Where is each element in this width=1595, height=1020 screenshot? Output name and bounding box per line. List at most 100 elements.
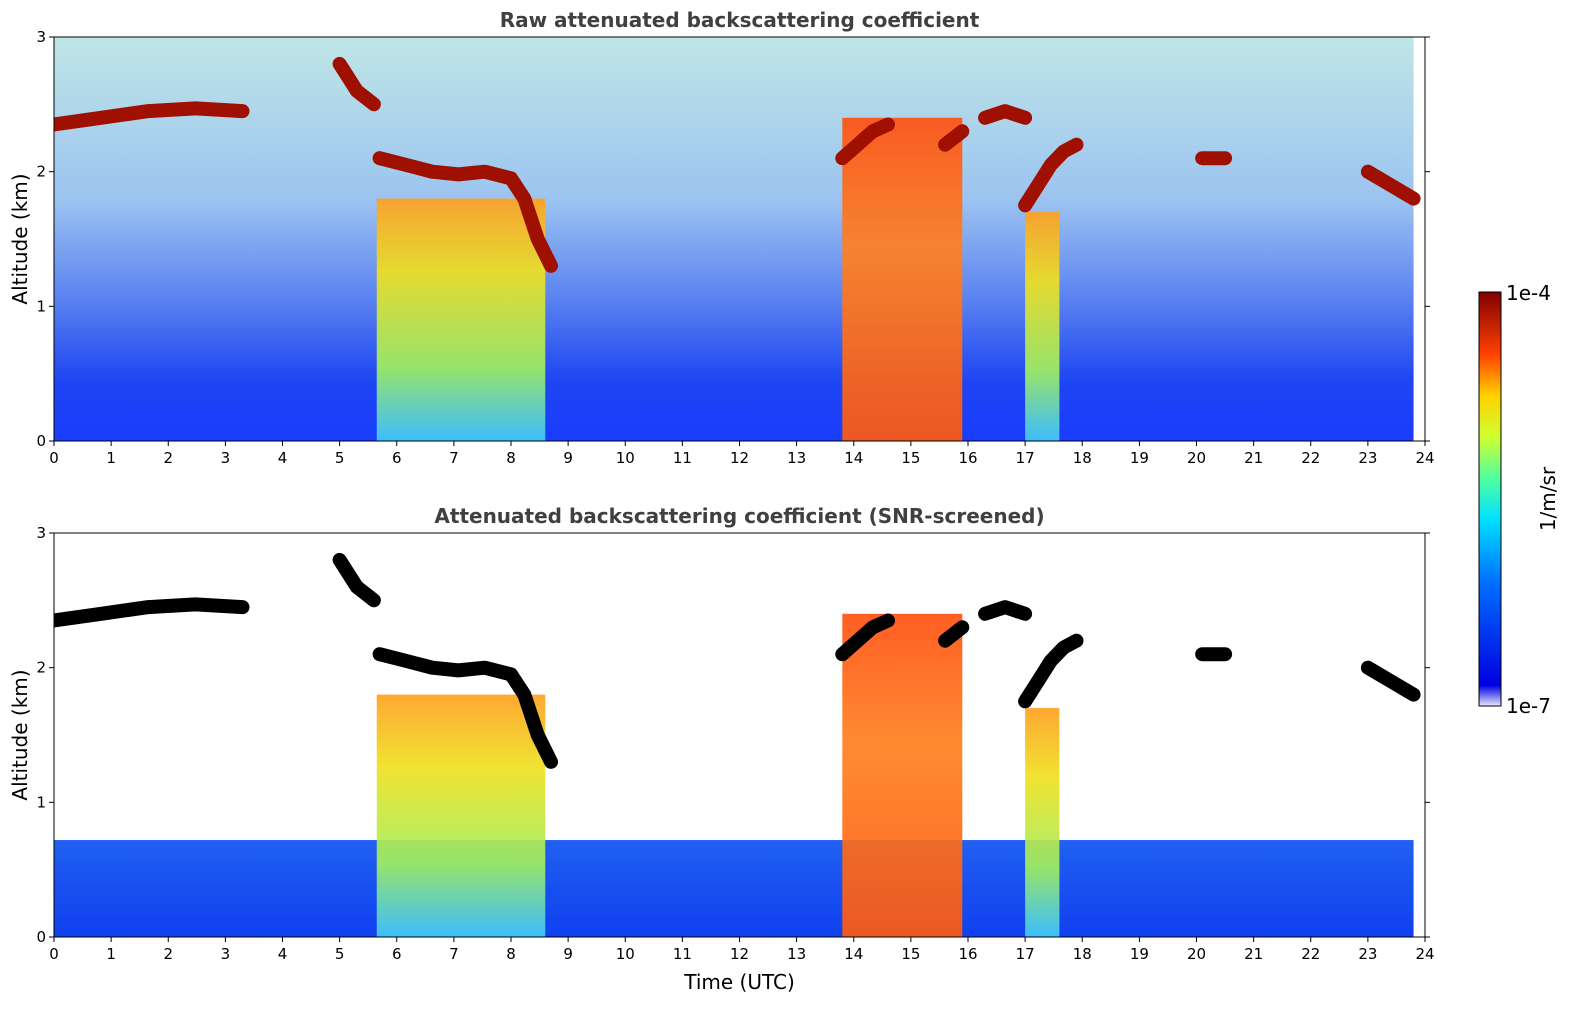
y-tick-label: 3	[36, 28, 46, 46]
x-tick-label: 20	[1187, 945, 1206, 963]
no-data-strip	[1413, 37, 1425, 441]
cloud-layer	[835, 613, 895, 662]
x-tick-label: 23	[1358, 449, 1377, 467]
x-tick-label: 13	[787, 449, 806, 467]
x-tick-label: 3	[221, 449, 231, 467]
y-tick-label: 0	[36, 928, 46, 946]
y-tick-label: 2	[36, 163, 46, 181]
cloud-layer	[504, 171, 558, 273]
x-tick-label: 20	[1187, 449, 1206, 467]
y-tick-label: 0	[36, 432, 46, 450]
x-tick-label: 15	[901, 945, 920, 963]
x-tick-label: 3	[221, 945, 231, 963]
x-tick-label: 1	[106, 945, 116, 963]
colorbar-max-label: 1e-4	[1506, 281, 1551, 305]
x-tick-label: 5	[335, 945, 345, 963]
plot-area	[54, 533, 1425, 937]
x-tick-label: 4	[278, 449, 288, 467]
x-tick-label: 24	[1415, 945, 1434, 963]
colorbar-min-label: 1e-7	[1506, 694, 1551, 718]
x-tick-label: 7	[449, 449, 459, 467]
cloud-layer	[372, 647, 518, 682]
x-tick-label: 14	[844, 945, 863, 963]
cloud-layer	[332, 56, 381, 112]
x-tick-label: 22	[1301, 449, 1320, 467]
y-tick-label: 1	[36, 793, 46, 811]
plot-area	[54, 37, 1425, 441]
cloud-layer	[332, 552, 381, 608]
background-noise	[54, 37, 1425, 441]
x-tick-label: 11	[673, 945, 692, 963]
x-tick-label: 21	[1244, 449, 1263, 467]
boundary-layer	[54, 840, 1425, 937]
x-tick-label: 6	[392, 449, 402, 467]
x-tick-label: 7	[449, 945, 459, 963]
precipitation-band	[842, 613, 963, 937]
x-tick-label: 22	[1301, 945, 1320, 963]
cloud-layer	[978, 104, 1033, 125]
x-tick-label: 19	[1130, 945, 1149, 963]
cloud-layer	[978, 600, 1033, 621]
cloud-layer	[835, 117, 895, 166]
x-tick-label: 5	[335, 449, 345, 467]
x-tick-label: 15	[901, 449, 920, 467]
x-tick-label: 12	[730, 945, 749, 963]
raw-panel: Raw attenuated backscattering coefficien…	[8, 8, 1435, 467]
cloud-layer	[1018, 137, 1084, 213]
cloud-layer	[1018, 633, 1084, 709]
x-tick-label: 16	[958, 449, 977, 467]
x-tick-label: 2	[163, 449, 173, 467]
precipitation-band	[1025, 212, 1060, 441]
x-tick-label: 8	[506, 945, 516, 963]
x-tick-label: 18	[1073, 449, 1092, 467]
y-axis-label: Altitude (km)	[8, 173, 32, 304]
precipitation-band	[842, 117, 963, 441]
x-tick-label: 8	[506, 449, 516, 467]
y-tick-label: 2	[36, 659, 46, 677]
x-tick-label: 10	[616, 945, 635, 963]
cloud-layer	[504, 667, 558, 769]
cloud-layer	[938, 124, 970, 152]
x-tick-label: 10	[616, 449, 635, 467]
x-tick-label: 0	[49, 449, 59, 467]
x-axis-label: Time (UTC)	[683, 970, 795, 994]
cloud-layer	[372, 151, 518, 186]
cloud-layer	[1360, 164, 1421, 206]
y-axis-label: Altitude (km)	[8, 669, 32, 800]
x-tick-label: 12	[730, 449, 749, 467]
x-tick-label: 6	[392, 945, 402, 963]
cloud-layer	[938, 620, 970, 648]
colorbar-label: 1/m/sr	[1536, 466, 1560, 531]
x-tick-label: 16	[958, 945, 977, 963]
y-tick-label: 1	[36, 297, 46, 315]
x-tick-label: 13	[787, 945, 806, 963]
cloud-layer	[54, 597, 250, 628]
colorbar-gradient	[1478, 291, 1502, 707]
cloud-layer	[1360, 660, 1421, 702]
x-tick-label: 19	[1130, 449, 1149, 467]
x-tick-label: 1	[106, 449, 116, 467]
panel-title: Raw attenuated backscattering coefficien…	[500, 8, 980, 32]
x-tick-label: 23	[1358, 945, 1377, 963]
panel-title: Attenuated backscattering coefficient (S…	[434, 504, 1044, 528]
x-tick-label: 2	[163, 945, 173, 963]
x-tick-label: 14	[844, 449, 863, 467]
x-tick-label: 11	[673, 449, 692, 467]
y-tick-label: 3	[36, 524, 46, 542]
cloud-layer	[54, 101, 250, 132]
x-tick-label: 17	[1016, 449, 1035, 467]
precipitation-band	[1025, 708, 1060, 937]
x-tick-label: 9	[563, 945, 573, 963]
x-tick-label: 18	[1073, 945, 1092, 963]
precipitation-band	[376, 694, 546, 937]
x-tick-label: 24	[1415, 449, 1434, 467]
x-tick-label: 21	[1244, 945, 1263, 963]
x-tick-label: 4	[278, 945, 288, 963]
x-tick-label: 17	[1016, 945, 1035, 963]
x-tick-label: 0	[49, 945, 59, 963]
screened-panel: Attenuated backscattering coefficient (S…	[8, 504, 1435, 994]
x-tick-label: 9	[563, 449, 573, 467]
precipitation-band	[376, 198, 546, 441]
colorbar: 1e-4 1e-7 1/m/sr	[1478, 281, 1560, 718]
